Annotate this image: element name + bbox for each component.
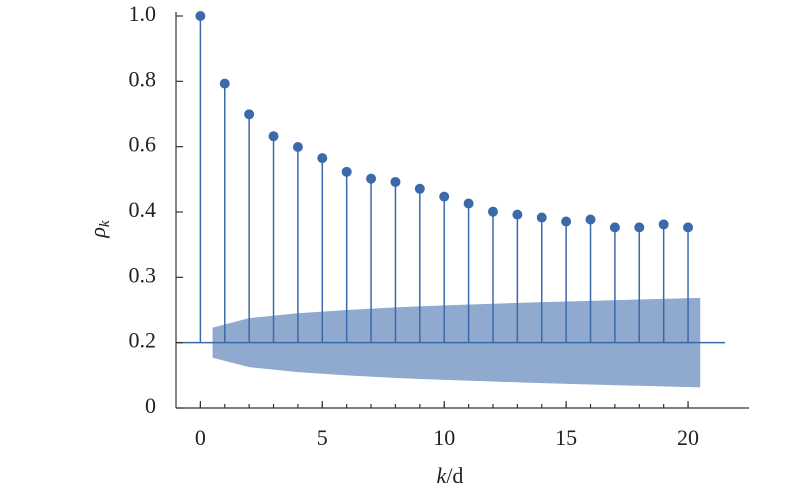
- x-label-unit: /d: [446, 463, 463, 488]
- stem-marker: [195, 11, 206, 21]
- y-tick-label: 0.8: [129, 66, 157, 91]
- y-tick-label: 0.3: [129, 262, 157, 287]
- stem-marker: [292, 141, 303, 152]
- y-tick-label: 0.4: [129, 197, 157, 222]
- stem-marker: [414, 183, 425, 194]
- x-tick-label: 15: [555, 425, 577, 450]
- y-tick-label: 0.2: [129, 328, 157, 353]
- stem-marker: [244, 109, 255, 120]
- y-tick-label: 0.6: [129, 132, 157, 157]
- stem-marker: [487, 206, 498, 217]
- x-tick-label: 20: [677, 425, 699, 450]
- x-tick-label: 10: [433, 425, 455, 450]
- stem-marker: [390, 176, 401, 187]
- stem-marker: [341, 166, 352, 177]
- stem-marker: [561, 216, 572, 227]
- stem-marker: [658, 219, 669, 230]
- stem-marker: [439, 191, 450, 202]
- y-tick-label: 0: [145, 393, 156, 418]
- stem-marker: [634, 222, 645, 233]
- stem-marker: [317, 153, 328, 164]
- stem-marker: [683, 222, 694, 233]
- stem-marker: [463, 198, 474, 209]
- x-axis-label: k/d: [437, 463, 464, 488]
- stem-marker: [536, 212, 547, 223]
- y-label-subscript: k: [97, 220, 113, 227]
- x-label-symbol: k: [437, 463, 448, 488]
- y-label-symbol: ρ: [85, 227, 110, 239]
- y-tick-label: 1.0: [129, 1, 157, 26]
- stem-marker: [585, 214, 596, 225]
- x-tick-label: 5: [317, 425, 328, 450]
- stem-marker: [219, 78, 230, 89]
- y-axis-label: ρk: [85, 220, 113, 239]
- stem-marker: [268, 131, 279, 142]
- stem-marker: [366, 173, 377, 184]
- x-tick-label: 0: [195, 425, 206, 450]
- stem-marker: [609, 222, 620, 233]
- stem-marker: [512, 209, 523, 220]
